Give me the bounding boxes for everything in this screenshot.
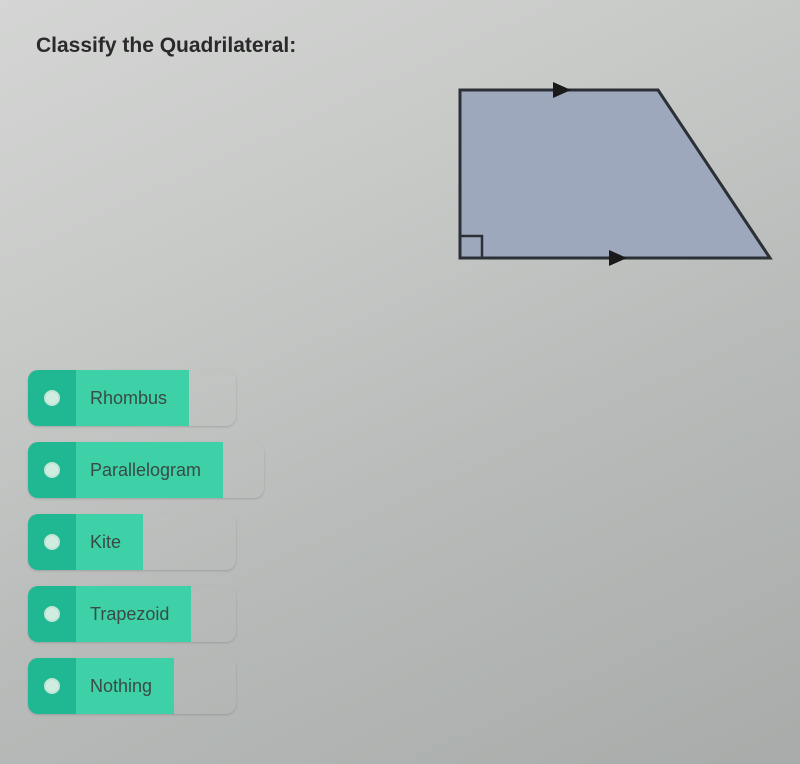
radio-indicator: [28, 658, 76, 714]
radio-indicator: [28, 442, 76, 498]
option-label: Kite: [76, 514, 143, 570]
option-parallelogram[interactable]: Parallelogram: [28, 442, 264, 498]
radio-indicator: [28, 514, 76, 570]
radio-indicator: [28, 370, 76, 426]
radio-dot-icon: [44, 678, 60, 694]
radio-dot-icon: [44, 606, 60, 622]
radio-dot-icon: [44, 462, 60, 478]
radio-dot-icon: [44, 534, 60, 550]
option-nothing[interactable]: Nothing: [28, 658, 236, 714]
option-trapezoid[interactable]: Trapezoid: [28, 586, 236, 642]
option-rhombus[interactable]: Rhombus: [28, 370, 236, 426]
option-label: Nothing: [76, 658, 174, 714]
radio-dot-icon: [44, 390, 60, 406]
option-kite[interactable]: Kite: [28, 514, 236, 570]
option-label: Trapezoid: [76, 586, 191, 642]
option-label: Parallelogram: [76, 442, 223, 498]
question-title: Classify the Quadrilateral:: [36, 34, 296, 58]
answer-options: Rhombus Parallelogram Kite Trapezoid Not…: [28, 370, 264, 714]
option-label: Rhombus: [76, 370, 189, 426]
radio-indicator: [28, 586, 76, 642]
quadrilateral-figure: [440, 78, 780, 288]
trapezoid-polygon: [460, 90, 770, 258]
trapezoid-svg: [440, 78, 780, 288]
